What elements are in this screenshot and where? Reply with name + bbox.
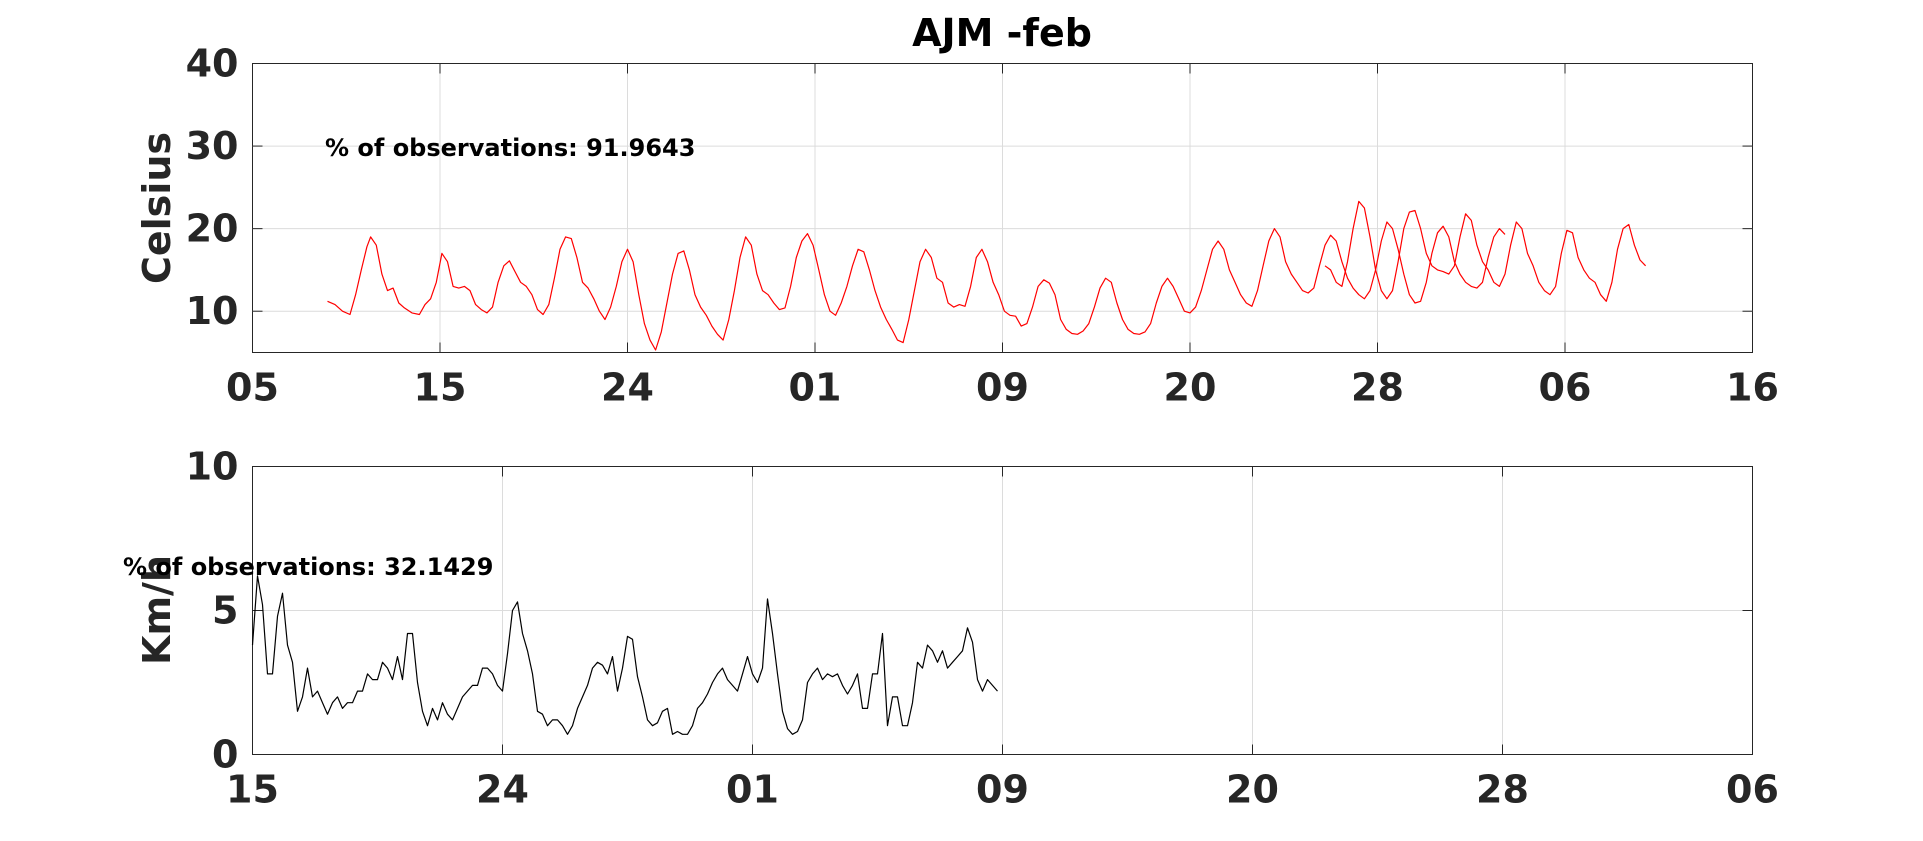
temperature-y-tick-label: 40	[186, 42, 239, 86]
temperature-series-line-segment-2	[1324, 200, 1647, 302]
wind-panel: 15 24 01 09 20 28 06 0 5 10 Km/h % of observation…	[123, 445, 1779, 812]
wind-series	[251, 575, 998, 735]
temperature-y-tick-label: 10	[186, 289, 239, 333]
wind-y-axis-label: Km/h	[135, 555, 179, 665]
wind-x-tick-label: 09	[976, 768, 1029, 812]
wind-gridlines	[252, 466, 1753, 755]
temperature-axis-ticks: 05 15 24 01 09 20 28 06 16 10 20 30 40	[186, 42, 1779, 410]
temperature-x-tick-label: 09	[976, 366, 1029, 410]
wind-y-tick-label: 10	[186, 445, 239, 489]
temperature-y-tick-label: 30	[186, 124, 239, 168]
temperature-x-tick-label: 20	[1164, 366, 1217, 410]
wind-y-tick-label: 0	[212, 733, 238, 777]
wind-x-tick-label: 15	[226, 768, 279, 812]
wind-x-tick-label: 06	[1726, 768, 1779, 812]
temperature-x-tick-label: 24	[601, 366, 654, 410]
temperature-observations-annotation: % of observations: 91.9643	[325, 134, 695, 162]
temperature-x-tick-label: 06	[1539, 366, 1592, 410]
temperature-panel: 05 15 24 01 09 20 28 06 16 10 20 30 40 Celsius % of …	[135, 42, 1779, 410]
temperature-x-tick-label: 01	[789, 366, 842, 410]
wind-x-tick-label: 20	[1226, 768, 1279, 812]
wind-observations-annotation: % of observations: 32.1429	[123, 553, 493, 581]
wind-x-tick-label: 24	[476, 768, 529, 812]
figure-title: AJM -feb	[912, 11, 1092, 55]
wind-series-line-segment-1	[251, 575, 998, 735]
wind-x-tick-label: 28	[1476, 768, 1529, 812]
temperature-series-line-segment-1	[327, 221, 1506, 351]
wind-y-tick-label: 5	[212, 589, 238, 633]
temperature-x-tick-label: 15	[414, 366, 467, 410]
temperature-x-tick-label: 16	[1726, 366, 1779, 410]
temperature-y-axis-label: Celsius	[135, 132, 179, 284]
temperature-x-tick-label: 28	[1351, 366, 1404, 410]
temperature-gridlines	[252, 63, 1753, 353]
temperature-series	[327, 200, 1647, 351]
wind-axis-ticks: 15 24 01 09 20 28 06 0 5 10	[186, 445, 1779, 812]
temperature-y-tick-label: 20	[186, 207, 239, 251]
wind-x-tick-label: 01	[726, 768, 779, 812]
temperature-x-tick-label: 05	[226, 366, 279, 410]
